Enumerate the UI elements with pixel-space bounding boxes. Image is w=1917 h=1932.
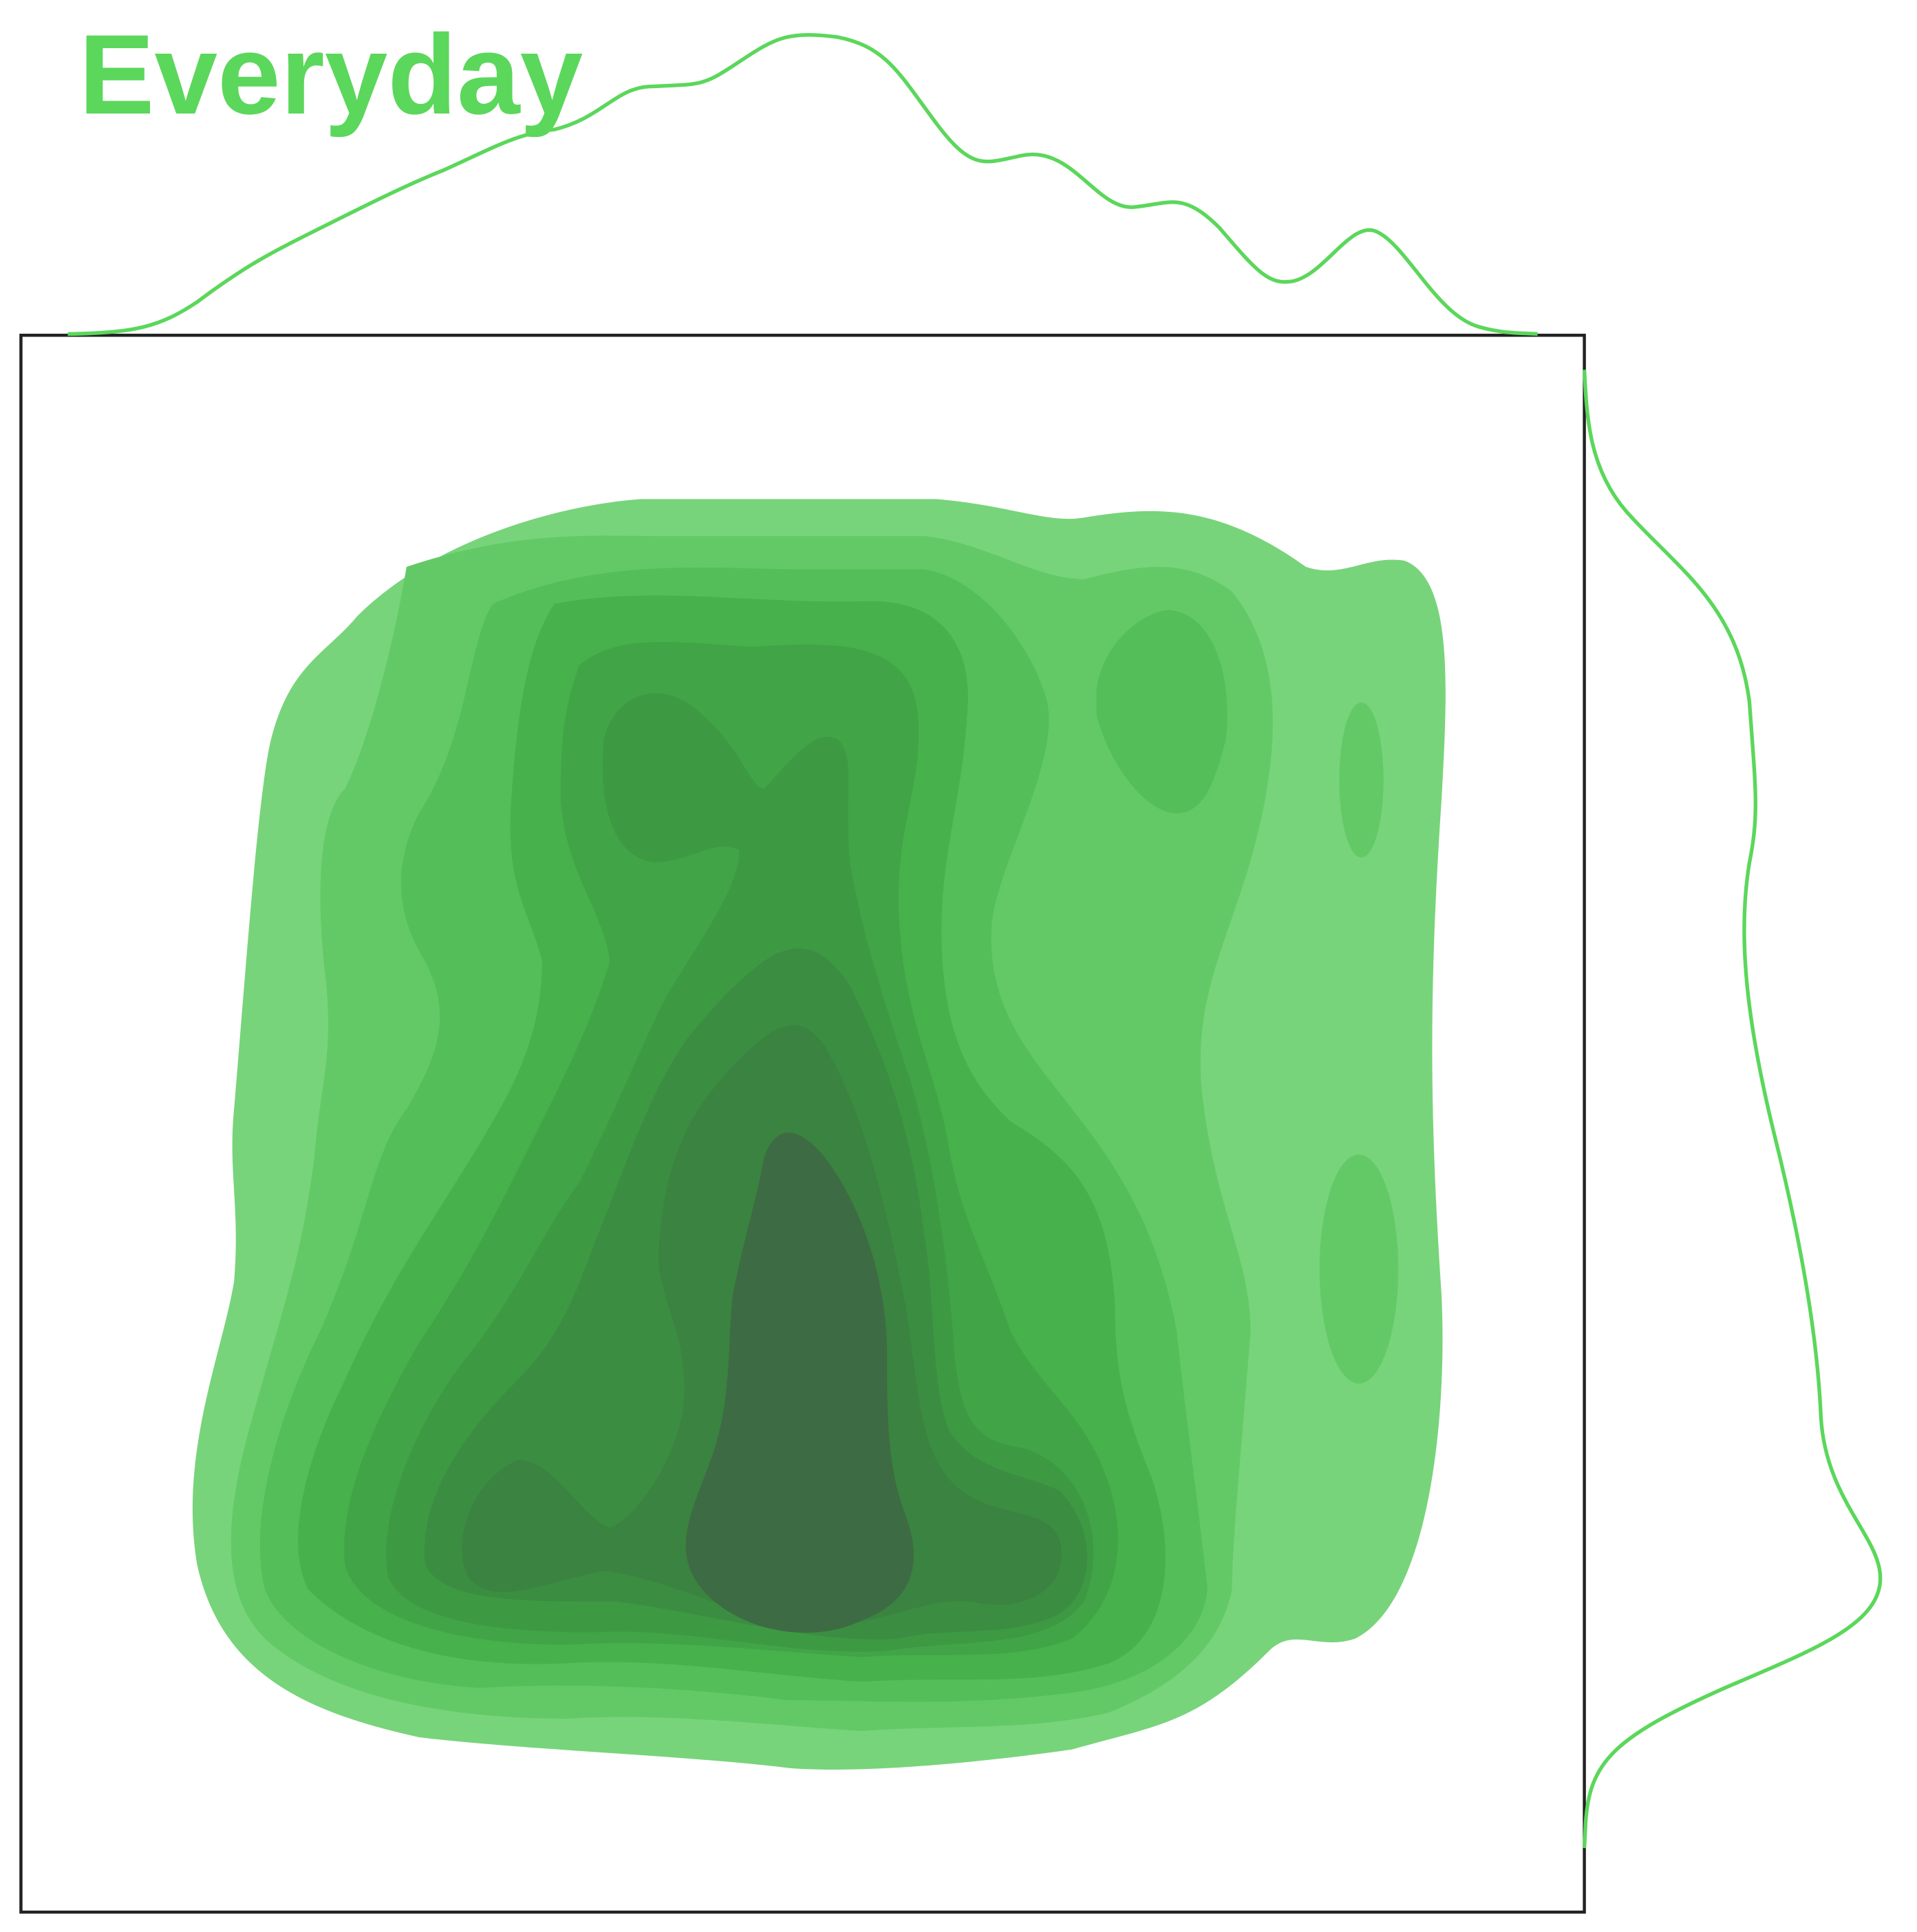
density-contours — [192, 499, 1446, 1770]
chart-title: Everyday — [79, 11, 583, 138]
marginal-density-x — [67, 33, 1538, 336]
marginal-density-y — [1582, 369, 1883, 1849]
contour-level — [1339, 702, 1384, 858]
contour-level — [685, 1133, 914, 1633]
contour-level — [1096, 610, 1228, 813]
contour-level — [1319, 1154, 1399, 1384]
plot-frame — [19, 334, 1586, 1914]
